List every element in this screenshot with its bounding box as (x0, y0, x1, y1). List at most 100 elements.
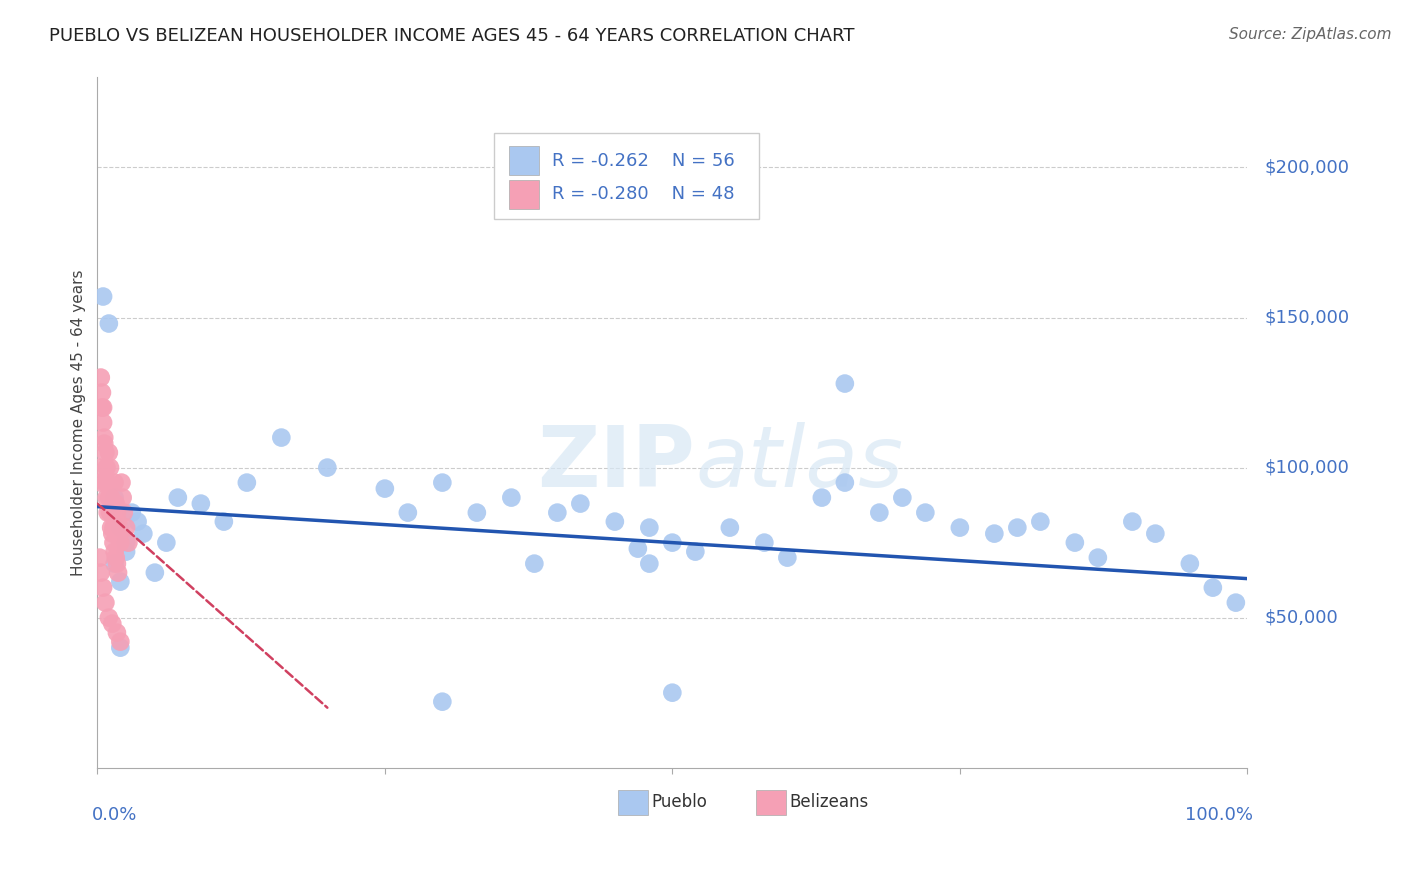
Point (97, 317, 120, 331)
Text: Pueblo: Pueblo (651, 793, 707, 811)
Point (638, 520, 661, 534)
Text: R = -0.280    N = 48: R = -0.280 N = 48 (551, 186, 734, 203)
Point (91, 581, 114, 595)
Point (465, 506, 488, 520)
Point (111, 491, 134, 505)
Point (569, 497, 592, 511)
Point (127, 515, 149, 529)
Point (94, 445, 117, 459)
Point (236, 475, 259, 490)
Point (104, 491, 127, 505)
Point (868, 506, 890, 520)
Point (143, 566, 166, 580)
Point (110, 520, 132, 534)
FancyBboxPatch shape (509, 179, 538, 209)
Point (754, 535, 776, 549)
Point (105, 557, 128, 571)
Text: R = -0.262    N = 56: R = -0.262 N = 56 (551, 152, 734, 170)
Point (91, 385, 114, 400)
Text: 0.0%: 0.0% (91, 805, 136, 823)
Point (101, 506, 124, 520)
Point (91, 416, 114, 430)
Point (93, 431, 115, 445)
Text: $150,000: $150,000 (1264, 309, 1350, 326)
Point (396, 506, 419, 520)
Point (89, 460, 111, 475)
Point (155, 535, 177, 549)
Point (834, 475, 856, 490)
Point (104, 550, 127, 565)
Point (115, 535, 138, 549)
Point (96, 491, 118, 505)
Point (115, 520, 138, 534)
FancyBboxPatch shape (509, 146, 538, 176)
Point (103, 535, 125, 549)
Point (1029, 515, 1052, 529)
Point (105, 625, 128, 640)
Point (1121, 515, 1143, 529)
Point (638, 557, 661, 571)
Point (97, 491, 120, 505)
Point (97, 475, 120, 490)
Point (115, 544, 138, 558)
Point (432, 695, 454, 709)
Point (110, 535, 132, 549)
FancyBboxPatch shape (756, 790, 786, 815)
Text: $50,000: $50,000 (1264, 608, 1339, 627)
Text: $100,000: $100,000 (1264, 458, 1350, 476)
Point (97, 445, 120, 459)
Text: atlas: atlas (696, 423, 903, 506)
Point (374, 482, 396, 496)
Point (107, 515, 129, 529)
Point (914, 506, 936, 520)
Point (1087, 550, 1109, 565)
Point (891, 491, 914, 505)
Point (91, 289, 114, 303)
Point (1144, 526, 1167, 541)
Y-axis label: Householder Income Ages 45 - 64 years: Householder Income Ages 45 - 64 years (72, 269, 86, 576)
Point (661, 535, 683, 549)
Point (89, 550, 111, 565)
Point (190, 497, 212, 511)
Point (546, 506, 568, 520)
Point (603, 515, 626, 529)
Point (718, 520, 741, 534)
Point (100, 520, 122, 534)
Point (98, 460, 121, 475)
Point (101, 616, 124, 631)
Text: 100.0%: 100.0% (1185, 805, 1253, 823)
Point (523, 557, 546, 571)
Point (104, 475, 127, 490)
Point (1178, 557, 1201, 571)
Point (90, 566, 112, 580)
Point (661, 686, 683, 700)
Point (94, 596, 117, 610)
Point (90, 475, 112, 490)
Point (110, 475, 132, 490)
FancyBboxPatch shape (494, 133, 759, 219)
Point (97, 610, 120, 624)
Point (112, 506, 135, 520)
Point (811, 491, 834, 505)
Text: ZIP: ZIP (537, 423, 696, 506)
Point (1202, 581, 1225, 595)
Point (949, 520, 972, 534)
Point (432, 475, 454, 490)
Point (776, 550, 799, 565)
Point (93, 436, 115, 450)
Point (627, 541, 650, 556)
Point (834, 376, 856, 391)
Point (110, 634, 132, 648)
Point (166, 491, 188, 505)
Point (501, 491, 523, 505)
Text: Belizeans: Belizeans (790, 793, 869, 811)
Point (132, 526, 155, 541)
Point (107, 566, 129, 580)
Text: $200,000: $200,000 (1264, 159, 1350, 177)
Point (101, 526, 124, 541)
Point (94, 475, 117, 490)
Point (270, 431, 292, 445)
Point (96, 460, 118, 475)
Point (91, 401, 114, 415)
Point (983, 526, 1005, 541)
